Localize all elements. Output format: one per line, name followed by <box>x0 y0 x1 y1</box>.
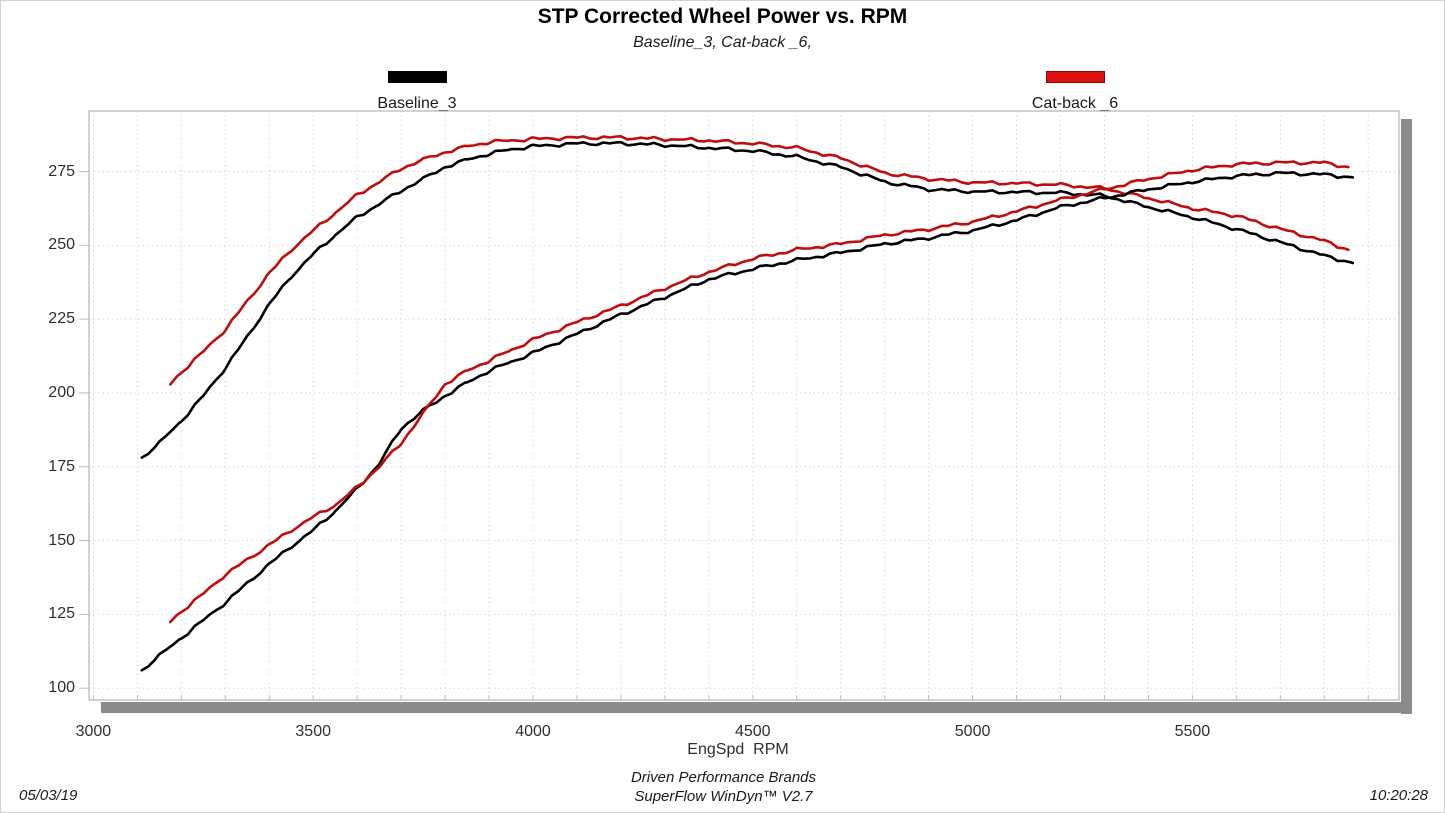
series-curve-1 <box>169 135 1350 386</box>
y-tick-label: 100 <box>48 679 75 697</box>
y-tick-label: 225 <box>48 310 75 328</box>
x-tick-label: 5500 <box>1174 723 1211 740</box>
y-tick-label: 125 <box>48 605 75 623</box>
plot-frame <box>88 110 1400 701</box>
x-tick-label: 3000 <box>75 723 112 740</box>
frame-shadow-bottom <box>101 702 1412 713</box>
catback-color-swatch-icon <box>1045 71 1105 83</box>
plot-background <box>89 111 1399 700</box>
legend-label-catback: Cat-back _6 <box>1031 95 1119 112</box>
legend-item-catback: Cat-back _6 <box>995 70 1155 113</box>
footer-time: 10:20:28 <box>1369 787 1428 804</box>
legend-label-baseline: Baseline_3 <box>377 95 457 112</box>
footer-brand-line: Driven Performance Brands <box>630 769 817 786</box>
y-tick-label: 175 <box>48 457 75 475</box>
series-curve-3 <box>169 160 1350 624</box>
x-tick-label: 4500 <box>734 723 771 740</box>
y-tick-label: 200 <box>48 383 75 401</box>
chart-subtitle: Baseline_3, Cat-back _6, <box>633 34 812 51</box>
chart-title: STP Corrected Wheel Power vs. RPM <box>537 5 908 28</box>
frame-shadow-right <box>1401 119 1412 714</box>
footer-version-line: SuperFlow WinDyn™ V2.7 <box>634 788 813 805</box>
x-tick-label: 3500 <box>295 723 331 740</box>
baseline-color-swatch-icon <box>387 71 447 83</box>
x-tick-label: 4000 <box>515 723 551 740</box>
y-tick-label: 250 <box>48 236 75 254</box>
footer-date: 05/03/19 <box>19 787 78 804</box>
y-tick-label: 275 <box>48 162 75 180</box>
series-curve-2 <box>140 170 1355 672</box>
x-tick-label: 5000 <box>954 723 991 740</box>
legend-item-baseline: Baseline_3 <box>337 70 497 113</box>
x-axis-label: EngSpd RPM <box>687 741 789 758</box>
y-tick-label: 150 <box>48 531 75 549</box>
series-curve-0 <box>140 140 1355 459</box>
